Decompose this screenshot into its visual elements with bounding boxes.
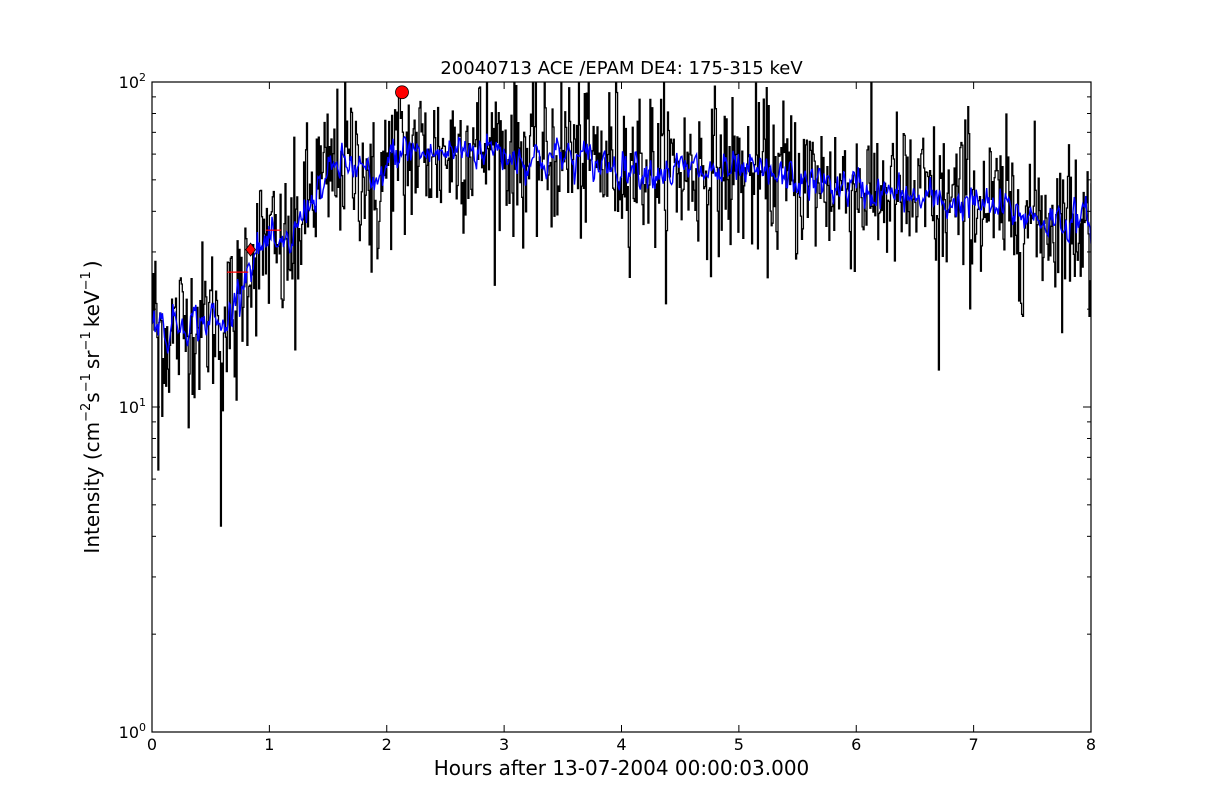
y-tick-label: 101 [119, 396, 146, 417]
marker-circle-0 [395, 85, 409, 100]
x-tick-label: 7 [969, 735, 979, 754]
series-blue-line [152, 133, 1091, 354]
x-tick-label: 5 [734, 735, 744, 754]
x-tick-label: 1 [264, 735, 274, 754]
x-tick-label: 3 [499, 735, 509, 754]
x-tick-label: 2 [382, 735, 392, 754]
y-tick-label: 100 [119, 721, 146, 742]
series-black-line [152, 82, 1091, 527]
x-axis-label: Hours after 13-07-2004 00:00:03.000 [434, 756, 810, 780]
x-tick-label: 4 [616, 735, 626, 754]
y-tick-label: 102 [119, 71, 146, 92]
x-tick-label: 0 [147, 735, 157, 754]
marker-diamond-1 [245, 242, 256, 257]
x-tick-label: 8 [1086, 735, 1096, 754]
chart-title: 20040713 ACE /EPAM DE4: 175-315 keV [440, 58, 803, 79]
x-tick-label: 6 [851, 735, 861, 754]
y-axis-label: Intensity (cm−2s−1sr−1keV−1) [79, 260, 104, 553]
